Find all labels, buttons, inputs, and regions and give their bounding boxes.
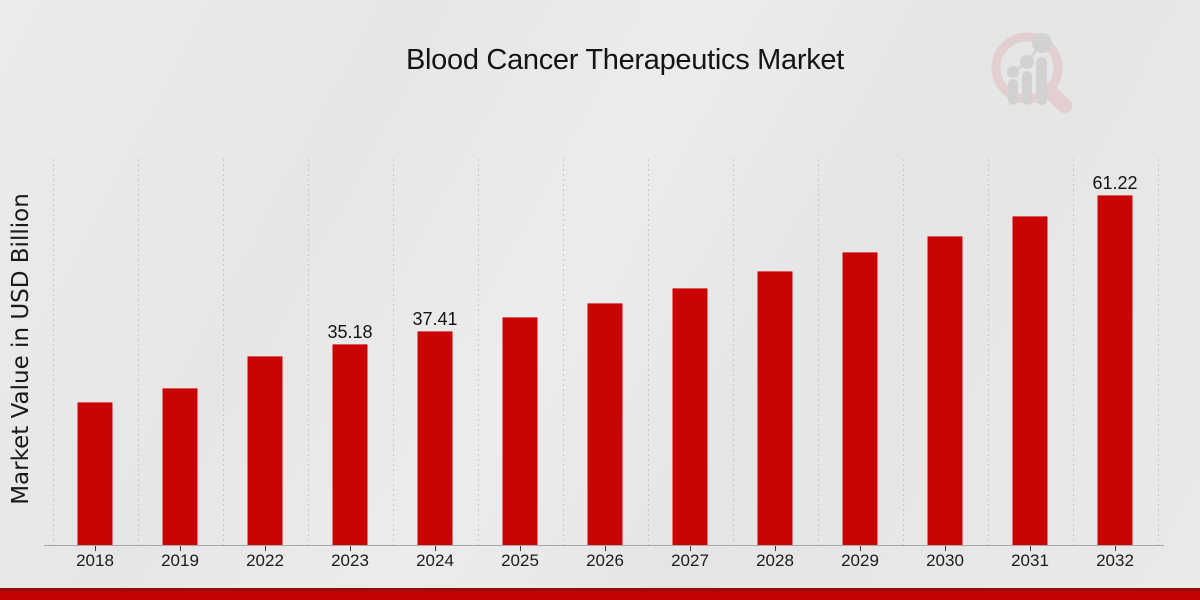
market-research-future-logo xyxy=(991,32,1073,114)
gridline xyxy=(52,159,54,545)
x-tick-mark xyxy=(95,545,96,551)
gridline xyxy=(1157,159,1159,545)
x-tick-mark xyxy=(690,545,691,551)
gridline xyxy=(137,159,139,545)
x-tick-mark xyxy=(860,545,861,551)
gridline xyxy=(477,159,479,545)
bar-2023 xyxy=(332,344,368,545)
x-tick-label-2022: 2022 xyxy=(246,551,284,570)
bar-value-label-2032: 61.22 xyxy=(1092,173,1138,193)
gridline xyxy=(817,159,819,545)
x-tick-label-2024: 2024 xyxy=(416,551,454,570)
x-tick-label-2029: 2029 xyxy=(841,551,879,570)
bar-2030 xyxy=(927,236,963,545)
x-tick-mark xyxy=(945,545,946,551)
x-tick-label-2027: 2027 xyxy=(671,551,709,570)
magnifier-handle xyxy=(1041,83,1073,114)
x-tick-mark xyxy=(435,545,436,551)
gridline xyxy=(562,159,564,545)
x-axis-line xyxy=(44,545,1164,546)
x-tick-label-2023: 2023 xyxy=(331,551,369,570)
gridline xyxy=(392,159,394,545)
bar-2024 xyxy=(417,331,453,545)
x-tick-mark xyxy=(180,545,181,551)
bar-2022 xyxy=(247,356,283,545)
gridline xyxy=(222,159,224,545)
gridline xyxy=(647,159,649,545)
x-tick-label-2026: 2026 xyxy=(586,551,624,570)
gridline xyxy=(902,159,904,545)
bar-2032 xyxy=(1097,195,1133,545)
x-tick-mark xyxy=(775,545,776,551)
bar-value-label-2024: 37.41 xyxy=(412,309,458,329)
bar-2019 xyxy=(162,388,198,545)
x-tick-mark xyxy=(605,545,606,551)
x-tick-mark xyxy=(1115,545,1116,551)
logo-bar-small xyxy=(1008,79,1018,105)
x-tick-label-2032: 2032 xyxy=(1096,551,1134,570)
gridline xyxy=(307,159,309,545)
logo-bar-medium xyxy=(1022,71,1032,105)
x-tick-label-2018: 2018 xyxy=(76,551,114,570)
logo-trend-dot-large xyxy=(1032,33,1052,53)
x-tick-label-2028: 2028 xyxy=(756,551,794,570)
bar-value-label-2023: 35.18 xyxy=(327,322,373,342)
bar-2027 xyxy=(672,288,708,545)
x-tick-label-2030: 2030 xyxy=(926,551,964,570)
logo-trend-dot-small xyxy=(1007,66,1019,78)
x-tick-mark xyxy=(350,545,351,551)
bar-2018 xyxy=(77,402,113,545)
x-tick-mark xyxy=(1030,545,1031,551)
x-tick-label-2019: 2019 xyxy=(161,551,199,570)
gridline xyxy=(1072,159,1074,545)
bar-2029 xyxy=(842,252,878,545)
x-tick-label-2031: 2031 xyxy=(1011,551,1049,570)
bar-2028 xyxy=(757,271,793,545)
bar-2026 xyxy=(587,303,623,545)
logo-trend-dot-medium xyxy=(1020,55,1034,69)
logo-bar-large xyxy=(1036,57,1047,105)
logo-bar-chart-icon xyxy=(1007,33,1052,105)
gridline xyxy=(987,159,989,545)
x-tick-mark xyxy=(265,545,266,551)
x-tick-mark xyxy=(520,545,521,551)
gridline xyxy=(732,159,734,545)
bar-2025 xyxy=(502,317,538,545)
footer-accent-bar xyxy=(0,588,1200,600)
bar-2031 xyxy=(1012,216,1048,545)
x-tick-label-2025: 2025 xyxy=(501,551,539,570)
chart-title: Blood Cancer Therapeutics Market xyxy=(406,44,844,76)
